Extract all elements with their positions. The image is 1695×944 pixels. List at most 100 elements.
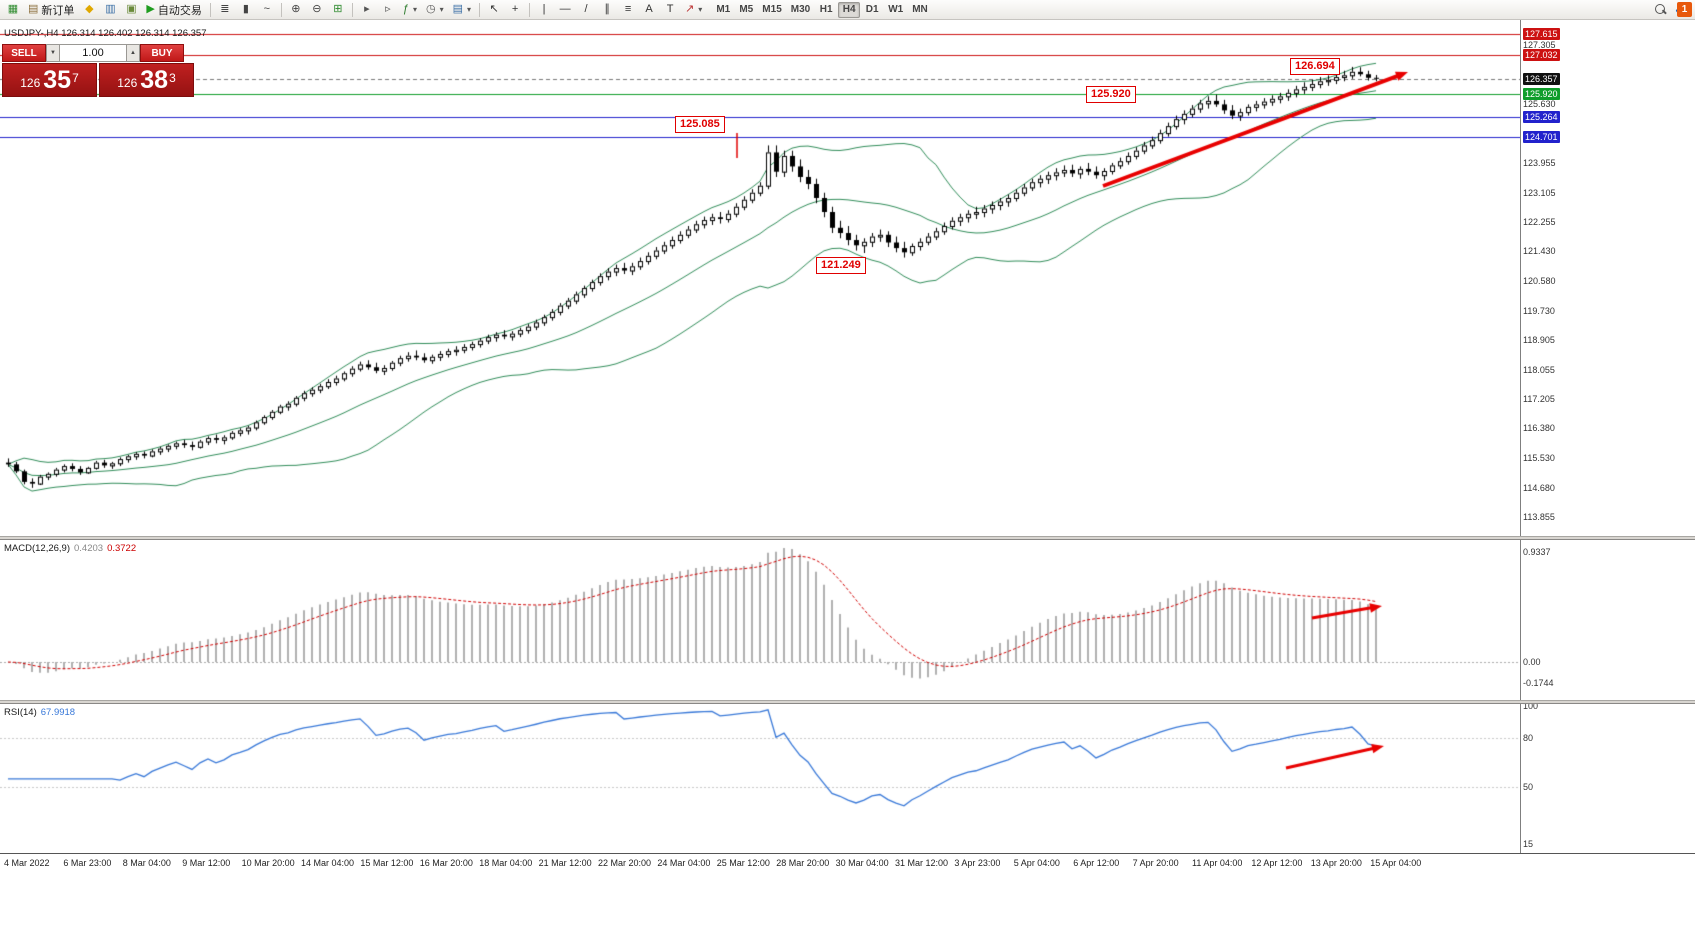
toolbar-separator <box>529 2 531 17</box>
sell-button[interactable]: SELL <box>2 44 46 62</box>
buy-button[interactable]: BUY <box>140 44 184 62</box>
time-axis-label: 18 Mar 04:00 <box>479 858 533 868</box>
cursor-button[interactable]: ↖ <box>484 1 504 18</box>
auto-scroll-button[interactable]: ▸ <box>357 1 377 18</box>
horizontal-line-button[interactable]: — <box>555 1 575 18</box>
price-axis-label: 125.920 <box>1523 87 1560 100</box>
crosshair-button[interactable]: + <box>505 1 525 18</box>
autotrade-icon: ▶ <box>146 3 155 15</box>
chevron-down-icon: ▾ <box>413 5 418 14</box>
time-axis-label: 22 Mar 20:00 <box>598 858 652 868</box>
indicators-button[interactable]: ƒ ▾ <box>399 1 421 18</box>
templates-icon: ▤ <box>452 3 464 15</box>
toolbar-separator <box>479 2 481 17</box>
buy-price-pips: 38 <box>140 66 169 94</box>
metaeditor-button[interactable]: ◆ <box>79 1 99 18</box>
zoom-in-button[interactable]: ⊕ <box>286 1 306 18</box>
toolbar-separator <box>209 2 211 17</box>
price-axis-label: 118.905 <box>1523 334 1555 345</box>
timeframe-m15-button[interactable]: M15 <box>762 4 782 15</box>
trendline-button[interactable]: / <box>576 1 596 18</box>
timeframe-h1-button[interactable]: H1 <box>819 4 833 15</box>
time-axis-label: 21 Mar 12:00 <box>538 858 592 868</box>
price-macd-splitter[interactable] <box>0 536 1695 540</box>
price-axis[interactable]: 127.615 127.305 127.032 126.357 125.920 125.6… <box>1520 20 1566 853</box>
chart-annotation[interactable]: 125.085 <box>675 116 725 133</box>
text-button[interactable]: A <box>639 1 659 18</box>
main-toolbar: ▦ ▤ 新订单 ◆ ▥ ▣ ▶ 自动交易 ≣ ▮ ~ ⊕ ⊖ ⊞ ▸ ▹ ƒ ▾ ◷ ▾ ▤ ▾ ↖ + | — / ∥ ≡ A T ↗ ▾ M… <box>0 0 1695 20</box>
volume-decrement-button[interactable]: ▼ <box>46 44 60 62</box>
macd-panel-canvas[interactable] <box>0 540 1520 700</box>
line-chart-button[interactable]: ~ <box>257 1 277 18</box>
channel-button[interactable]: ∥ <box>597 1 617 18</box>
macd-rsi-splitter[interactable] <box>0 700 1695 704</box>
line-chart-icon: ~ <box>263 3 271 15</box>
macd-axis-label: 0.00 <box>1523 657 1541 667</box>
sell-price-display[interactable]: 126 35 7 <box>2 63 97 97</box>
rsi-indicator-label: RSI(14) 67.9918 <box>4 707 75 718</box>
time-axis[interactable]: 4 Mar 2022 6 Mar 23:00 8 Mar 04:00 9 Mar 12… <box>0 853 1695 873</box>
templates-button[interactable]: ▤ ▾ <box>449 1 475 18</box>
chart-window[interactable]: USDJPY-,H4 126.314 126.402 126.314 126.3… <box>0 20 1520 853</box>
label-icon: T <box>666 3 674 15</box>
navigator-button[interactable]: ▣ <box>121 1 141 18</box>
market-watch-button[interactable]: ▥ <box>100 1 120 18</box>
timeframe-mn-button[interactable]: MN <box>912 4 928 15</box>
horizontal-line-icon: — <box>559 3 571 15</box>
time-axis-label: 6 Mar 23:00 <box>63 858 112 868</box>
tile-windows-icon: ⊞ <box>333 3 343 15</box>
new-order-button[interactable]: ▤ 新订单 <box>24 1 78 18</box>
vertical-line-button[interactable]: | <box>534 1 554 18</box>
rsi-panel-canvas[interactable] <box>0 704 1520 853</box>
fibonacci-icon: ≡ <box>624 3 632 15</box>
time-axis-label: 7 Apr 20:00 <box>1132 858 1179 868</box>
price-axis-label: 123.955 <box>1523 157 1556 168</box>
time-axis-label: 14 Mar 04:00 <box>301 858 355 868</box>
candlestick-chart-button[interactable]: ▮ <box>236 1 256 18</box>
chart-shift-button[interactable]: ▹ <box>378 1 398 18</box>
autotrade-button[interactable]: ▶ 自动交易 <box>142 1 205 18</box>
zoom-out-icon: ⊖ <box>312 3 322 15</box>
buy-price-base: 126 <box>117 76 138 90</box>
price-axis-label: 127.032 <box>1523 48 1560 61</box>
rsi-axis-label: 15 <box>1523 838 1534 849</box>
buy-price-display[interactable]: 126 38 3 <box>99 63 194 97</box>
notification-badge[interactable]: 1 <box>1677 2 1692 17</box>
rsi-axis-label: 100 <box>1523 701 1539 711</box>
label-button[interactable]: T <box>660 1 680 18</box>
time-axis-label: 6 Apr 12:00 <box>1073 858 1120 868</box>
volume-increment-button[interactable]: ▲ <box>126 44 140 62</box>
timeframe-d1-button[interactable]: D1 <box>865 4 879 15</box>
timeframe-h4-button[interactable]: H4 <box>838 1 861 18</box>
new-chart-button[interactable]: ▦ <box>3 1 23 18</box>
time-axis-label: 30 Mar 04:00 <box>835 858 889 868</box>
indicators-icon: ƒ <box>402 3 409 15</box>
new-order-icon: ▤ <box>28 3 39 15</box>
price-chart-canvas[interactable] <box>0 20 1520 536</box>
rsi-value: 67.9918 <box>40 707 76 718</box>
tile-windows-button[interactable]: ⊞ <box>328 1 348 18</box>
zoom-out-button[interactable]: ⊖ <box>307 1 327 18</box>
fibonacci-button[interactable]: ≡ <box>618 1 638 18</box>
periods-button[interactable]: ◷ ▾ <box>422 1 448 18</box>
volume-input[interactable] <box>60 44 126 62</box>
arrows-button[interactable]: ↗ ▾ <box>681 1 706 18</box>
bar-chart-button[interactable]: ≣ <box>215 1 235 18</box>
toolbar-separator <box>280 2 282 17</box>
timeframe-w1-button[interactable]: W1 <box>888 4 904 15</box>
rsi-name: RSI(14) <box>4 707 37 718</box>
timeframe-m30-button[interactable]: M30 <box>790 4 811 15</box>
chart-annotation[interactable]: 125.920 <box>1086 86 1136 103</box>
new-chart-icon: ▦ <box>7 3 19 15</box>
trade-panel-prices: 126 35 7 126 38 3 <box>2 63 194 97</box>
timeframe-m5-button[interactable]: M5 <box>739 4 754 15</box>
text-icon: A <box>645 3 653 15</box>
price-axis-label: 118.055 <box>1523 364 1555 375</box>
timeframe-m1-button[interactable]: M1 <box>716 4 731 15</box>
autotrade-button-label: 自动交易 <box>157 4 202 17</box>
search-icon[interactable] <box>1655 3 1667 16</box>
chart-annotation[interactable]: 126.694 <box>1290 58 1340 75</box>
time-axis-label: 4 Mar 2022 <box>4 858 50 868</box>
navigator-icon: ▣ <box>126 3 137 15</box>
chart-annotation[interactable]: 121.249 <box>816 257 866 274</box>
